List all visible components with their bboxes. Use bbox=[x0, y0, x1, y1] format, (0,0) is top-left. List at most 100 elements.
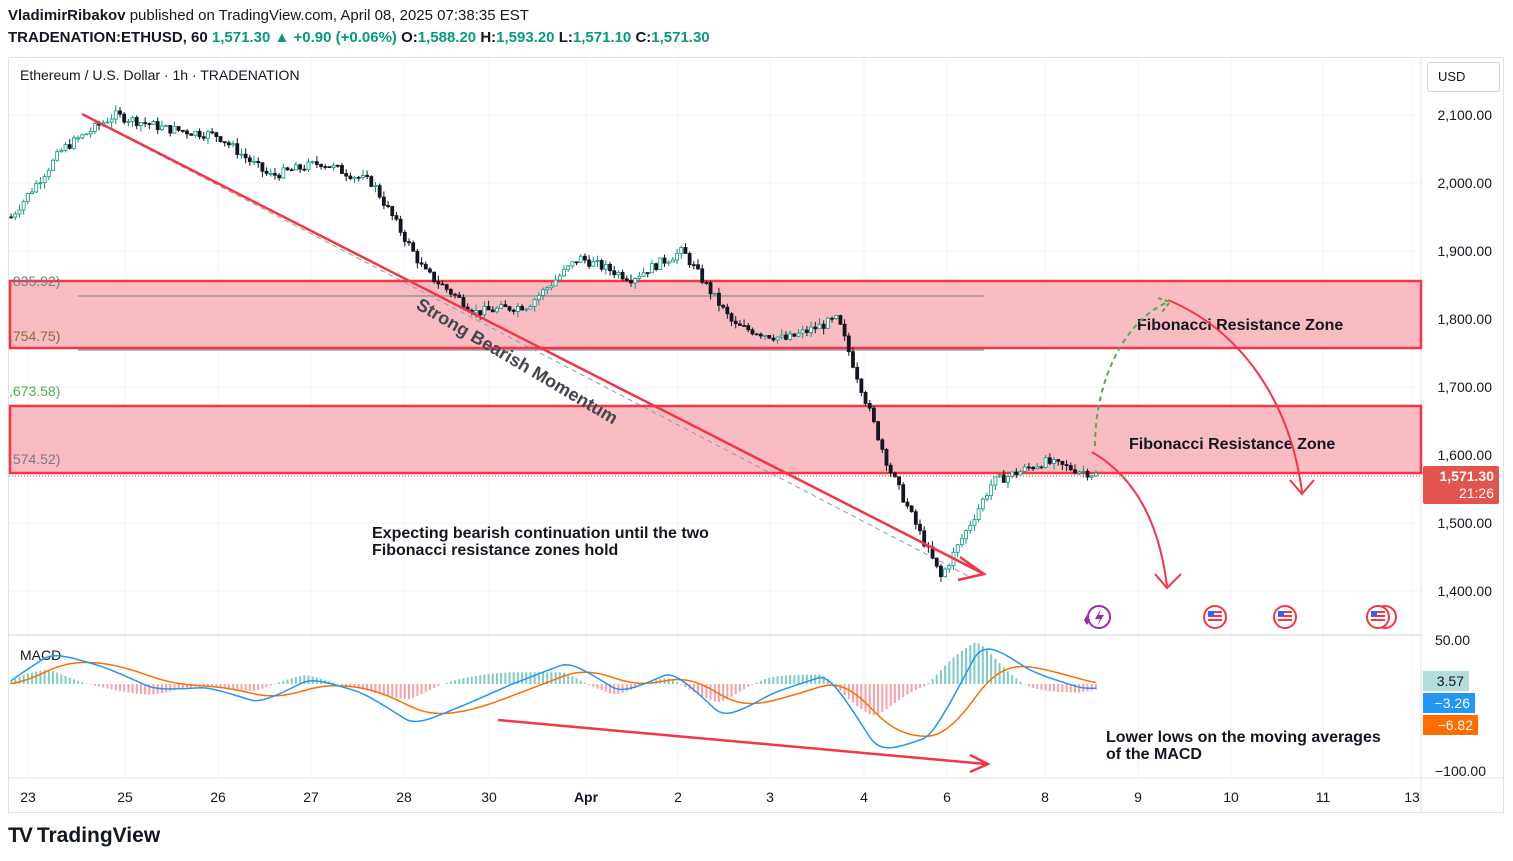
candle-body bbox=[218, 136, 223, 142]
candle-body bbox=[189, 133, 194, 136]
fib-label-1835: ,835.92) bbox=[9, 273, 60, 289]
macd-histogram-bar bbox=[475, 675, 478, 684]
candle-body bbox=[922, 530, 927, 547]
dashed-trend-line[interactable] bbox=[84, 115, 973, 579]
tradingview-logo[interactable]: TV TradingView bbox=[8, 824, 160, 848]
macd-histogram-bar bbox=[47, 670, 50, 684]
macd-histogram-bar bbox=[546, 672, 549, 684]
candle-body bbox=[42, 176, 47, 184]
candle-body bbox=[637, 275, 642, 279]
author-name[interactable]: VladimirRibakov bbox=[8, 7, 126, 24]
candle-body bbox=[629, 280, 633, 284]
open-label: O: bbox=[401, 29, 418, 46]
currency-selector[interactable]: USD bbox=[1427, 62, 1500, 92]
candle-body bbox=[252, 160, 256, 163]
us-event-flag-icon[interactable] bbox=[1366, 605, 1397, 629]
event-lightning-icon[interactable] bbox=[1084, 605, 1111, 629]
candle-body bbox=[356, 176, 361, 179]
time-axis[interactable]: 23 25 26 27 28 30 Apr 2 3 4 6 8 9 10 11 13 bbox=[20, 789, 1420, 805]
note2-line2[interactable]: of the MACD bbox=[1106, 746, 1202, 763]
publish-date: published on TradingView.com, April 08, … bbox=[129, 7, 529, 24]
bearish-projection-arrow-2[interactable] bbox=[1091, 451, 1168, 587]
candle-body bbox=[532, 299, 537, 307]
macd-histogram-bar bbox=[726, 684, 729, 700]
note1-line1[interactable]: Expecting bearish continuation until the… bbox=[372, 525, 709, 542]
candle-body bbox=[1056, 459, 1061, 462]
macd-histogram-bar bbox=[676, 682, 679, 684]
candle-body bbox=[947, 564, 952, 570]
candle-body bbox=[381, 196, 386, 206]
candle-body bbox=[788, 333, 793, 340]
bullish-projection-arrow[interactable] bbox=[1094, 301, 1169, 447]
macd-histogram-bar bbox=[600, 684, 603, 691]
macd-histogram-bar bbox=[278, 682, 281, 684]
price-tick-label: 1,700.00 bbox=[1438, 379, 1493, 395]
bearish-trend-arrow[interactable] bbox=[81, 112, 983, 575]
macd-histogram-bar bbox=[307, 675, 310, 684]
zone2-label[interactable]: Fibonacci Resistance Zone bbox=[1129, 436, 1335, 453]
us-event-flag-icon[interactable] bbox=[1203, 605, 1227, 629]
bearish-projection-arrow-1[interactable] bbox=[1167, 299, 1303, 493]
candle-body bbox=[972, 519, 977, 526]
candle-body bbox=[851, 351, 855, 368]
candle-body bbox=[273, 173, 277, 176]
lower-resistance-zone[interactable] bbox=[8, 404, 1423, 475]
macd-lower-lows-arrow[interactable] bbox=[497, 718, 987, 766]
macd-histogram-bar bbox=[294, 677, 297, 684]
candle-body bbox=[206, 131, 210, 139]
candle-body bbox=[650, 263, 654, 274]
macd-histogram-bar bbox=[571, 676, 574, 684]
candle-body bbox=[892, 472, 897, 478]
note1-line2[interactable]: Fibonacci resistance zones hold bbox=[372, 542, 618, 559]
candle-body bbox=[13, 213, 18, 218]
macd-histogram-bar bbox=[81, 682, 84, 684]
macd-histogram-bar bbox=[93, 684, 96, 686]
macd-histogram-bar bbox=[39, 670, 42, 684]
macd-histogram-bar bbox=[1094, 684, 1097, 690]
candle-body bbox=[624, 278, 629, 281]
macd-histogram-bar bbox=[822, 675, 825, 684]
candle-body bbox=[784, 334, 788, 340]
macd-histogram-bar bbox=[801, 674, 804, 684]
candle-body bbox=[134, 117, 139, 126]
us-event-flag-icon[interactable] bbox=[1273, 605, 1297, 629]
macd-histogram-bar bbox=[353, 684, 356, 688]
upper-resistance-zone[interactable] bbox=[8, 279, 1423, 350]
macd-histogram-bar bbox=[68, 677, 71, 684]
macd-histogram-bar bbox=[64, 675, 67, 684]
macd-histogram-bar bbox=[89, 684, 92, 685]
candle-body bbox=[796, 332, 801, 337]
macd-histogram-bar bbox=[51, 671, 54, 684]
macd-histogram-bar bbox=[722, 684, 725, 701]
time-tick-label: 30 bbox=[481, 789, 497, 805]
macd-histogram-bar bbox=[127, 684, 130, 693]
candle-body bbox=[675, 252, 679, 261]
macd-histogram-bar bbox=[240, 684, 243, 691]
candle-body bbox=[499, 304, 504, 309]
macd-histogram-bar bbox=[1044, 684, 1047, 691]
macd-histogram-bar bbox=[554, 672, 557, 684]
macd-histogram-bar bbox=[177, 684, 180, 690]
zone1-label[interactable]: Fibonacci Resistance Zone bbox=[1137, 317, 1343, 334]
note2-line1[interactable]: Lower lows on the moving averages bbox=[1106, 729, 1381, 746]
macd-histogram-bar bbox=[508, 672, 511, 684]
histogram-value: 3.57 bbox=[1437, 673, 1464, 689]
candle-body bbox=[289, 169, 294, 172]
macd-histogram-bar bbox=[516, 672, 519, 684]
price-axis[interactable]: 2,100.00 2,000.00 1,900.00 1,800.00 1,700.00… bbox=[1438, 107, 1493, 599]
candle-body bbox=[704, 281, 709, 284]
candle-body bbox=[394, 215, 399, 220]
macd-histogram-bar bbox=[923, 684, 926, 687]
macd-histogram-bar bbox=[181, 684, 184, 689]
macd-histogram-bar bbox=[470, 676, 473, 684]
macd-histogram-bar bbox=[755, 682, 758, 684]
macd-histogram-bar bbox=[751, 684, 754, 685]
macd-histogram-bar bbox=[165, 684, 168, 693]
macd-histogram-bar bbox=[282, 680, 285, 684]
candle-body bbox=[666, 261, 671, 264]
time-tick-label: 2 bbox=[674, 789, 682, 805]
macd-histogram-bar bbox=[621, 684, 624, 693]
signal-value: −6.82 bbox=[1438, 717, 1474, 733]
candle-body bbox=[595, 260, 600, 262]
